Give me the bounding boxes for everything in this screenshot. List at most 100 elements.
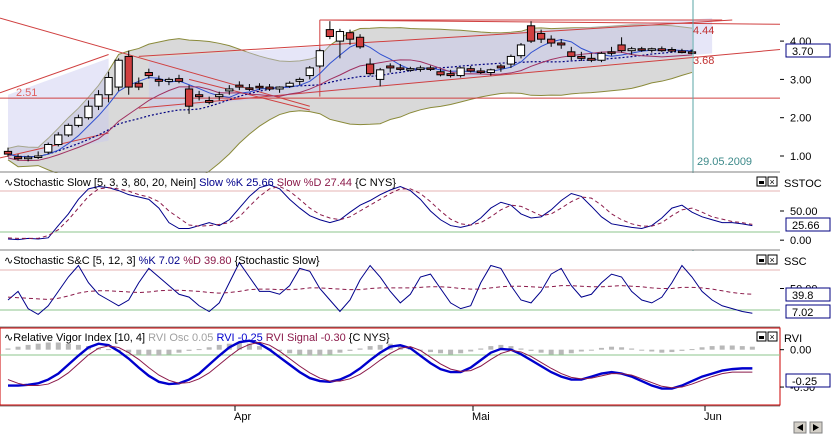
candle-body — [265, 86, 274, 90]
osc-bar — [196, 349, 202, 351]
axis-tick-label: 0.00 — [790, 235, 811, 247]
osc-bar — [709, 346, 715, 350]
stoch-sc-title-text: Stochastic S&C [5, 12, 3] — [13, 255, 135, 267]
osc-bar — [518, 348, 524, 350]
osc-bar — [367, 346, 373, 350]
rvi-value: -0.25 — [792, 376, 817, 388]
candle — [416, 65, 425, 72]
osc-bar — [327, 349, 333, 355]
candle — [315, 48, 324, 68]
trend-channel-left — [8, 58, 109, 160]
candle-body — [74, 117, 83, 126]
scroll-controls — [793, 421, 823, 434]
osc-bar — [468, 349, 474, 352]
candle-body — [295, 78, 304, 82]
candle-body — [506, 55, 516, 65]
candle — [687, 49, 697, 55]
osc-bar — [337, 349, 343, 353]
candle-body — [456, 67, 465, 77]
rvi-source-legend: {C NYS} — [349, 332, 390, 344]
osc-bar — [347, 349, 353, 351]
osc-bar — [55, 342, 61, 350]
candle-body — [194, 94, 204, 98]
series-line-rvi-signal — [7, 341, 753, 389]
osc-bar — [75, 344, 81, 350]
candle — [184, 85, 194, 114]
osc-bar — [206, 347, 212, 350]
candle-body — [547, 38, 556, 44]
candle-body — [124, 55, 133, 88]
minimize-icon — [759, 336, 764, 339]
osc-bar — [498, 344, 504, 350]
series-line-rvi — [8, 339, 753, 390]
candle — [34, 151, 43, 160]
level-left-label: 2.51 — [16, 87, 37, 99]
rvi-title: ∿Relative Vigor Index [10, 4] RVI Osc 0.… — [4, 332, 390, 344]
osc-bar — [65, 343, 71, 350]
osc-bar — [166, 349, 172, 355]
osc-bar — [649, 349, 655, 352]
series-line-slow-k — [7, 184, 753, 241]
candle-body — [215, 94, 224, 98]
candle-body — [54, 134, 63, 146]
candle — [607, 46, 616, 56]
candle — [466, 65, 475, 73]
stoch-sc-d-value: 39.8 — [792, 290, 813, 302]
candle-body — [285, 82, 294, 87]
stoch-slow-d-legend: Slow %D 27.44 — [277, 177, 352, 189]
candle — [84, 100, 93, 120]
osc-bar — [749, 346, 755, 350]
price-tick-label: 2.00 — [790, 113, 811, 125]
candle — [386, 63, 395, 73]
stoch-slow-title-text: Stochastic Slow [5, 3, 3, 80, 20, Nein] — [13, 177, 196, 189]
candles — [3, 21, 697, 162]
stoch-sc-title: ∿Stochastic S&C [5, 12, 3] %K 7.02 %D 39… — [4, 255, 320, 267]
osc-bar — [598, 347, 604, 350]
candle-body — [406, 68, 415, 71]
osc-bar — [629, 348, 635, 350]
trendline[interactable] — [188, 78, 310, 111]
trendline[interactable] — [0, 132, 109, 159]
osc-bar — [136, 349, 142, 355]
candle — [577, 51, 586, 62]
candle — [496, 64, 506, 72]
axis-tick-label: 50.00 — [790, 206, 818, 218]
candle-body — [13, 156, 23, 160]
osc-bar — [427, 349, 433, 353]
stoch-sc-k-value: 7.02 — [792, 307, 813, 319]
candle — [225, 85, 234, 95]
time-axis-area — [0, 406, 780, 434]
close-button[interactable] — [767, 331, 778, 342]
candle-body — [154, 78, 164, 82]
close-icon: × — [770, 332, 775, 342]
stoch-sc-short-name: SSC — [784, 256, 807, 268]
time-tick-label: Jun — [704, 411, 722, 423]
osc-bar — [377, 344, 383, 350]
candle-body — [184, 88, 194, 107]
osc-bar — [126, 349, 132, 353]
candle-body — [64, 124, 73, 136]
candle-body — [446, 73, 455, 77]
stoch-slow-value-box — [785, 217, 831, 232]
close-button[interactable] — [767, 176, 778, 187]
candle — [506, 54, 516, 68]
candle-body — [436, 71, 445, 76]
arrow-left-icon — [797, 424, 803, 431]
resistance-line[interactable] — [319, 19, 781, 25]
rvi-panel: ∿Relative Vigor Index [10, 4] RVI Osc 0.… — [0, 327, 831, 406]
candle — [647, 47, 656, 53]
candle-body — [516, 44, 526, 57]
trendline[interactable] — [138, 19, 733, 57]
trendline[interactable] — [0, 54, 109, 94]
candle-body — [305, 67, 314, 77]
close-button[interactable] — [767, 254, 778, 265]
stoch-slow-window-buttons: × — [756, 176, 778, 187]
osc-bar — [25, 344, 31, 350]
candle — [275, 86, 284, 93]
candle — [285, 81, 294, 88]
candle — [406, 66, 415, 72]
candle-body — [687, 51, 697, 54]
candle-body — [355, 36, 365, 48]
